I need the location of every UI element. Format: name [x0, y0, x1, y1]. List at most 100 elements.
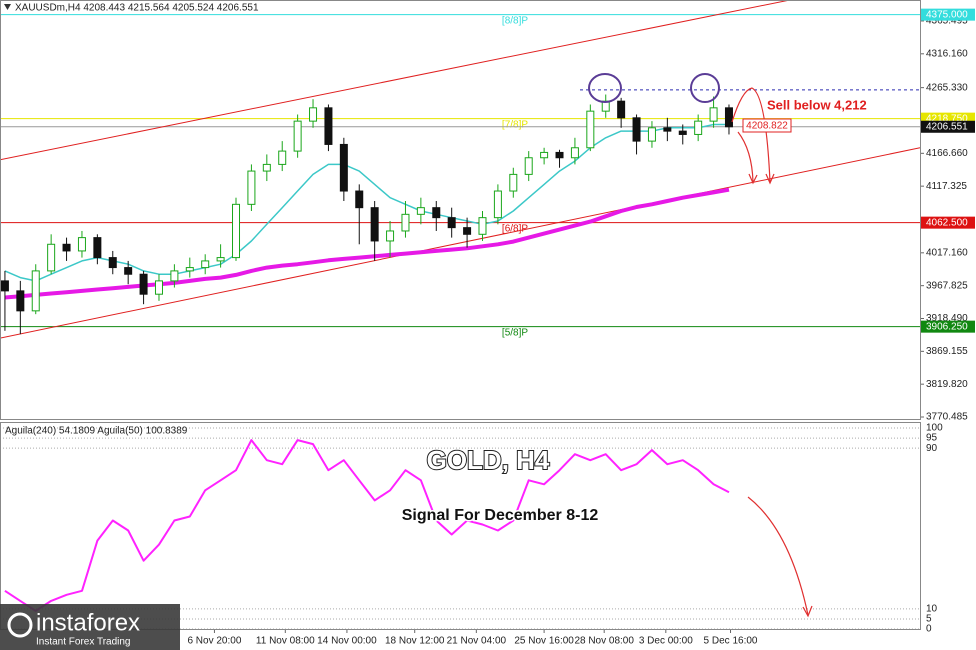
candle-body [663, 127, 672, 132]
price-box [742, 118, 792, 133]
candle-body [262, 163, 271, 172]
y-tick-label: 3918.490 [926, 313, 968, 324]
trendline [0, 0, 790, 161]
candle-body [416, 207, 425, 215]
brand-logo [7, 612, 33, 638]
candle-body [432, 207, 441, 219]
price-frame [0, 0, 921, 420]
indicator-frame [0, 422, 921, 630]
candle-body [617, 100, 626, 119]
candle-body [709, 107, 718, 122]
x-tick-label: 18 Nov 12:00 [385, 636, 445, 647]
candle-body [355, 190, 364, 209]
level-box [921, 8, 975, 21]
x-tick-label: 6 Nov 20:00 [187, 636, 241, 647]
current-price-label: 4206.551 [926, 121, 968, 132]
level-label: 4218.750 [926, 113, 968, 124]
moving-average [4, 187, 730, 300]
top-circle [690, 73, 720, 103]
candle-body [324, 107, 333, 145]
symbol-header: XAUUSDm,H4 4208.443 4215.564 4205.524 42… [15, 3, 259, 14]
candle-body [524, 157, 533, 175]
y-tick-label: 4265.330 [926, 82, 968, 93]
candle-body [647, 127, 656, 142]
level-name: [7/8]P [502, 119, 528, 130]
level-label: 4062.500 [926, 217, 968, 228]
brand-name: instaforex [36, 609, 140, 636]
candle-body [170, 270, 179, 282]
level-name: [6/8]P [502, 223, 528, 234]
candle-body [124, 267, 133, 275]
candle-body [31, 270, 40, 312]
candle-body [493, 190, 502, 219]
oscillator-line [4, 439, 730, 612]
brand-tagline: Instant Forex Trading [36, 637, 131, 648]
arrow-head [802, 605, 813, 618]
candle-body [447, 217, 456, 229]
x-tick-label: 3 Dec 00:00 [639, 636, 693, 647]
candle-body [478, 217, 487, 235]
candle-body [632, 117, 641, 142]
x-tick-label: 25 Nov 16:00 [514, 636, 574, 647]
y-tick-label: 3770.485 [926, 412, 968, 423]
forecast-arrows [731, 87, 813, 618]
candle-body [216, 257, 225, 262]
y-tick-label: 100 [926, 423, 943, 434]
moving-average [4, 123, 729, 282]
candle-body [77, 237, 86, 252]
level-label: 4375.000 [926, 9, 968, 20]
sell-annotation: Sell below 4,212 [767, 97, 867, 112]
candle-body [309, 107, 318, 122]
price-box-label: 4208.822 [746, 121, 788, 132]
candle-body [16, 290, 25, 312]
y-tick-label: 4117.325 [926, 181, 967, 192]
candle-body [370, 207, 379, 242]
candle-body [108, 257, 117, 269]
candle-body [678, 130, 687, 135]
candle-body [570, 147, 579, 159]
x-tick-label: 5 Dec 16:00 [704, 636, 758, 647]
candle-body [401, 213, 410, 232]
headline: GOLD, H4 [427, 445, 550, 475]
x-tick-label: 14 Nov 00:00 [317, 636, 377, 647]
level-box [921, 216, 975, 229]
candle-body [232, 203, 241, 259]
candle-body [278, 150, 287, 165]
level-name: [5/8]P [502, 327, 528, 338]
candle-body [47, 243, 56, 272]
candle-body [247, 170, 256, 205]
candle-body [93, 237, 102, 259]
current-price-box [921, 120, 975, 133]
candle-body [586, 110, 595, 149]
candle-body [201, 260, 210, 269]
candle-body [509, 173, 518, 192]
trendline [0, 147, 921, 339]
y-tick-label: 4316.160 [926, 48, 968, 59]
y-tick-label: 3967.825 [926, 280, 968, 291]
candle-body [0, 280, 9, 292]
level-box [921, 320, 975, 333]
level-label: 3906.250 [926, 321, 968, 332]
y-tick-label: 90 [926, 443, 938, 454]
candle-body [139, 273, 148, 295]
y-tick-label: 95 [926, 433, 938, 444]
top-circle [588, 73, 622, 103]
header-icon [4, 4, 11, 10]
candle-body [386, 230, 395, 242]
candle-body [463, 227, 472, 235]
arrow [747, 496, 809, 616]
y-tick-label: 4017.160 [926, 247, 968, 258]
arrow-head [765, 173, 775, 185]
y-tick-label: 3819.820 [926, 379, 968, 390]
candle-body [62, 243, 71, 252]
candle-body [154, 280, 163, 295]
arrow [731, 87, 771, 183]
y-tick-label: 3869.155 [926, 346, 968, 357]
y-tick-label: 4365.495 [926, 16, 968, 27]
candle-body [555, 151, 564, 159]
level-name: [8/8]P [502, 15, 528, 26]
signal-text: Signal For December 8-12 [402, 507, 599, 524]
